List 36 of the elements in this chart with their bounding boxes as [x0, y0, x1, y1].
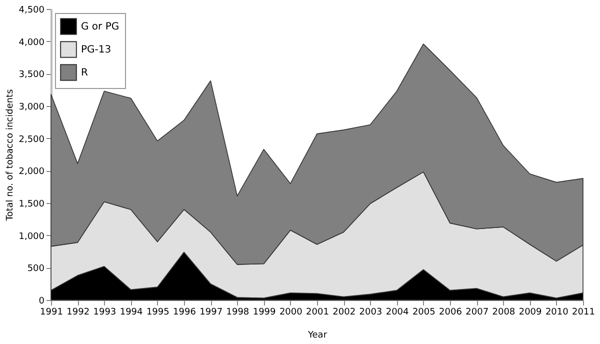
x-tick-label: 1999 [252, 308, 276, 318]
x-tick-label: 2011 [572, 308, 595, 318]
x-tick-label: 2005 [412, 308, 436, 318]
y-tick-label: 4,500 [18, 6, 45, 16]
x-tick-label: 1995 [146, 308, 170, 318]
y-tick-label: 0 [38, 296, 45, 306]
x-tick-label: 2006 [439, 308, 462, 318]
x-axis-title: Year [306, 330, 328, 340]
y-tick-label: 4,000 [18, 38, 45, 48]
x-tick-label: 2001 [306, 308, 329, 318]
x-tick-label: 1998 [226, 308, 250, 318]
x-tick-label: 1991 [40, 308, 63, 318]
x-tick-label: 2008 [492, 308, 516, 318]
x-tick-label: 2004 [386, 308, 410, 318]
legend-label: PG-13 [81, 44, 112, 56]
y-tick-label: 1,500 [18, 200, 45, 210]
y-tick-label: 3,500 [18, 70, 45, 80]
y-axis-title: Total no. of tobacco incidents [6, 88, 16, 222]
x-tick-label: 1997 [200, 308, 223, 318]
y-tick-label: 500 [27, 264, 45, 274]
x-tick-label: 2007 [466, 308, 489, 318]
x-tick-label: 2010 [545, 308, 569, 318]
x-tick-label: 1996 [173, 308, 196, 318]
y-tick-label: 1,000 [18, 232, 45, 242]
x-tick-label: 2009 [518, 308, 542, 318]
x-tick-label: 1994 [120, 308, 144, 318]
x-tick-label: 1993 [93, 308, 116, 318]
x-tick-label: 2002 [332, 308, 356, 318]
y-tick-label: 2,500 [18, 134, 45, 145]
y-tick-label: 3,000 [18, 102, 45, 112]
x-tick-label: 1992 [66, 308, 90, 318]
y-tick-label: 2,000 [18, 167, 45, 178]
legend-label: R [81, 68, 88, 78]
x-tick-label: 2003 [359, 308, 382, 318]
x-tick-label: 2000 [279, 308, 303, 318]
legend-label: G or PG [81, 22, 120, 32]
